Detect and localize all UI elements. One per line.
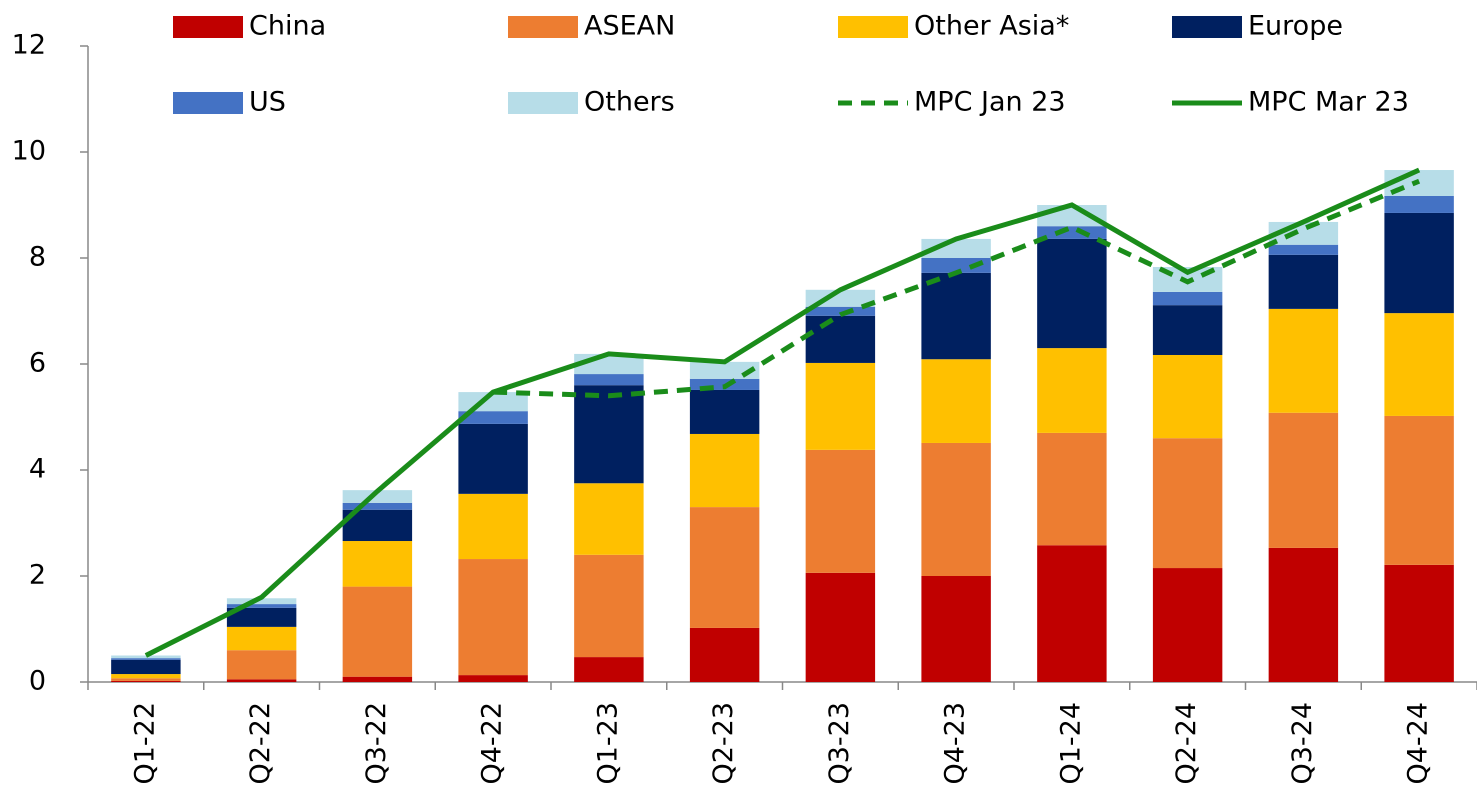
bar-segment (1384, 415, 1454, 565)
legend-swatch (173, 92, 243, 114)
legend-label: Other Asia* (914, 11, 1069, 42)
bar-segment (1152, 291, 1223, 306)
legend-label: Others (584, 87, 675, 118)
legend-label: MPC Mar 23 (1248, 87, 1409, 118)
bar-segment (805, 572, 876, 682)
x-tick-label: Q2-23 (708, 702, 739, 785)
y-tick-label: 8 (29, 242, 46, 273)
bar-segment (921, 238, 991, 258)
bar-segment (1384, 195, 1454, 213)
bar-segment (921, 258, 991, 273)
bar-segment (1037, 432, 1107, 546)
bar-segment (1037, 205, 1107, 227)
bar-segment (226, 650, 297, 680)
legend-swatch (1172, 16, 1242, 38)
bar-segment (921, 576, 991, 682)
bar-segment (458, 423, 528, 494)
bar-segment (1268, 308, 1339, 413)
bar-segment (111, 658, 181, 660)
x-tick-label: Q1-24 (1055, 702, 1086, 785)
bar-segment (689, 433, 760, 508)
line (144, 167, 1421, 658)
legend-swatch (508, 16, 578, 38)
y-tick-label: 12 (12, 30, 46, 61)
bar-segment (226, 679, 297, 682)
line (493, 178, 1421, 399)
bar-segment (111, 678, 181, 681)
legend-swatch (508, 92, 578, 114)
legend-label: US (249, 87, 286, 118)
bar-segment (111, 659, 181, 675)
y-tick-label: 6 (29, 348, 46, 379)
bar-segment (689, 389, 760, 434)
legend-label: MPC Jan 23 (914, 87, 1066, 118)
bar-segment (342, 676, 413, 682)
bar-segment (805, 362, 876, 450)
legend-swatch (173, 16, 243, 38)
bar-segment (921, 272, 991, 360)
bar-segment (1152, 354, 1223, 439)
bar-segment (226, 607, 297, 627)
x-tick-label: Q4-22 (477, 702, 508, 785)
legend-label: Europe (1248, 11, 1343, 42)
bar-segment (342, 541, 413, 587)
bar-segment (111, 655, 181, 659)
bar-segment (574, 554, 644, 658)
bar-segment (689, 507, 760, 628)
y-tick-label: 0 (29, 666, 46, 697)
x-tick-label: Q3-23 (824, 702, 855, 785)
bar-segment (226, 604, 297, 608)
y-tick-label: 10 (12, 136, 46, 167)
legend-swatch (838, 16, 908, 38)
x-tick-label: Q3-24 (1287, 702, 1318, 785)
bar-segment (342, 586, 413, 677)
bar-segment (111, 680, 181, 682)
bar-segment (1152, 305, 1223, 355)
bar-segment (574, 374, 644, 386)
bar-segment (458, 411, 528, 424)
bar-segment (921, 359, 991, 443)
x-tick-label: Q3-22 (361, 702, 392, 785)
bar-segment (1152, 568, 1223, 682)
bar-segment (1037, 348, 1107, 433)
bar-segment (689, 627, 760, 682)
bar-segment (342, 490, 413, 503)
bar-segment (342, 502, 413, 510)
x-tick-label: Q4-24 (1403, 702, 1434, 785)
bar-segment (111, 674, 181, 679)
y-tick-label: 2 (29, 560, 46, 591)
bar-segment (1037, 545, 1107, 682)
bar-segment (1384, 313, 1454, 416)
x-tick-label: Q2-24 (1171, 702, 1202, 785)
bar-segment (1037, 226, 1107, 239)
y-tick-label: 4 (29, 454, 46, 485)
legend-label: China (249, 11, 326, 42)
bar-segment (458, 559, 528, 676)
bar-segment (1384, 212, 1454, 314)
x-tick-label: Q1-22 (129, 702, 160, 785)
bar-segment (805, 315, 876, 363)
x-tick-label: Q2-22 (245, 702, 276, 785)
bar-segment (921, 442, 991, 576)
bar-segment (1037, 238, 1107, 349)
bar-segment (574, 657, 644, 682)
bar-segment (226, 626, 297, 651)
bar-segment (574, 483, 644, 555)
bar-segment (226, 598, 297, 605)
bar-segment (1384, 564, 1454, 682)
bar-segment (1268, 547, 1339, 682)
x-tick-label: Q4-23 (940, 702, 971, 785)
bar-segment (458, 675, 528, 682)
bar-segment (458, 493, 528, 560)
legend-label: ASEAN (584, 11, 675, 42)
bar-segment (1268, 244, 1339, 255)
bar-segment (805, 449, 876, 573)
bar-segment (805, 306, 876, 316)
bar-segment (1152, 438, 1223, 569)
bar-segment (1268, 412, 1339, 548)
bar-segment (1268, 254, 1339, 309)
bar-segment (574, 385, 644, 484)
x-tick-label: Q1-23 (592, 702, 623, 785)
